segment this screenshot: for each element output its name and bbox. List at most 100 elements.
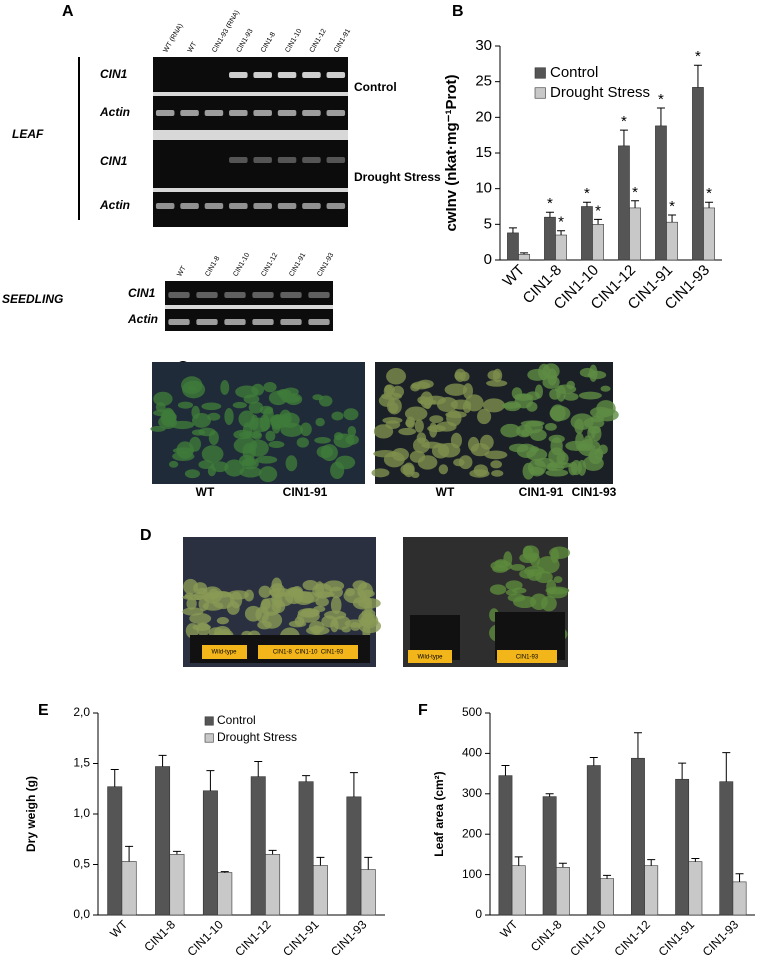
leaf	[224, 407, 234, 426]
legend-swatch	[534, 87, 546, 99]
leaf	[398, 427, 417, 436]
leaf	[177, 401, 194, 409]
leaf	[545, 469, 569, 477]
leaf	[330, 461, 345, 479]
leaf	[181, 376, 203, 395]
leaf	[345, 434, 359, 445]
gel-band	[277, 157, 297, 163]
leaf	[453, 458, 465, 467]
gel-band	[326, 110, 346, 116]
leaf	[314, 436, 331, 444]
leaf	[371, 468, 390, 478]
photo-label: CIN1-91	[283, 485, 328, 499]
gel-band	[229, 72, 248, 78]
lane-label: CIN1-93	[236, 28, 255, 54]
error-bar	[302, 775, 311, 782]
leaf	[589, 364, 598, 382]
leaf	[522, 462, 535, 480]
leaf	[594, 448, 604, 460]
bar	[250, 776, 266, 916]
legend-label: Drought Stress	[217, 730, 297, 744]
leaf	[578, 391, 602, 400]
bar	[498, 775, 513, 916]
leaf	[239, 466, 262, 478]
error-bar	[603, 874, 612, 879]
leaf	[344, 619, 366, 628]
leaf	[444, 383, 468, 396]
leaf	[201, 402, 222, 411]
error-bar	[557, 230, 566, 236]
error-bar	[594, 218, 603, 225]
leaf	[530, 593, 548, 610]
gel-band	[253, 110, 272, 116]
y-axis-label: cwInv (nkat·mg⁻¹Prot)	[443, 74, 460, 231]
leaf	[258, 585, 272, 598]
bar	[675, 778, 690, 916]
gel-band	[168, 319, 190, 325]
bar	[618, 145, 630, 261]
photo-label: CIN1-93	[572, 485, 617, 499]
photo-label: Wild-type	[211, 650, 237, 656]
leaf	[182, 607, 204, 616]
error-bar	[582, 201, 591, 207]
leaf	[382, 416, 403, 424]
leaf	[150, 425, 166, 432]
gel-band	[196, 319, 218, 325]
leaf	[315, 597, 329, 607]
leaf	[207, 412, 221, 421]
leaf	[477, 408, 492, 425]
gel-band	[326, 157, 346, 163]
leaf	[600, 385, 611, 392]
panel-label: A	[62, 3, 74, 20]
leaf	[549, 388, 561, 400]
gel-separator	[153, 188, 348, 192]
leaf	[345, 587, 355, 597]
error-bar	[206, 770, 215, 791]
y-tick-label: 300	[462, 786, 482, 800]
leaf	[566, 380, 575, 390]
leaf	[232, 401, 247, 409]
leaf	[438, 464, 449, 475]
y-tick-label: 20	[475, 108, 492, 125]
bar	[586, 765, 601, 916]
leaf	[512, 595, 537, 609]
error-bar	[172, 850, 181, 855]
panel-label: E	[38, 702, 49, 719]
y-tick-label: 30	[475, 37, 492, 54]
leaf	[243, 394, 260, 404]
leaf	[198, 597, 209, 612]
leaf	[210, 461, 229, 473]
gel-band	[326, 72, 346, 78]
x-tick-label: CIN1-93	[700, 917, 742, 959]
leaf	[352, 580, 368, 590]
gel-band	[224, 319, 246, 325]
leaf	[473, 464, 489, 477]
gel-band	[302, 203, 321, 209]
significance-marker: *	[669, 198, 675, 215]
leaf	[454, 368, 466, 383]
y-axis-label: Leaf area (cm²)	[432, 771, 446, 856]
x-tick-label: WT	[107, 917, 131, 941]
y-tick-label: 25	[475, 73, 492, 90]
leaf	[241, 459, 257, 467]
tissue-label: LEAF	[12, 127, 44, 141]
leaf	[417, 455, 438, 470]
x-tick-label: CIN1-12	[232, 917, 274, 959]
x-tick-label: CIN1-91	[656, 917, 698, 959]
y-tick-label: 2,0	[73, 705, 90, 719]
error-bar	[633, 732, 642, 759]
gel-band	[196, 292, 218, 298]
gel-band	[280, 319, 302, 325]
leaf	[489, 584, 507, 595]
leaf	[405, 419, 415, 428]
gel-band	[229, 203, 248, 209]
error-bar	[656, 107, 665, 126]
error-bar	[558, 862, 567, 868]
leaf	[491, 470, 504, 477]
leaf	[436, 397, 458, 413]
leaf	[176, 441, 194, 459]
legend-label: Drought Stress	[550, 84, 650, 101]
significance-marker: *	[547, 195, 553, 212]
leaf	[186, 597, 197, 610]
bar	[298, 781, 314, 916]
